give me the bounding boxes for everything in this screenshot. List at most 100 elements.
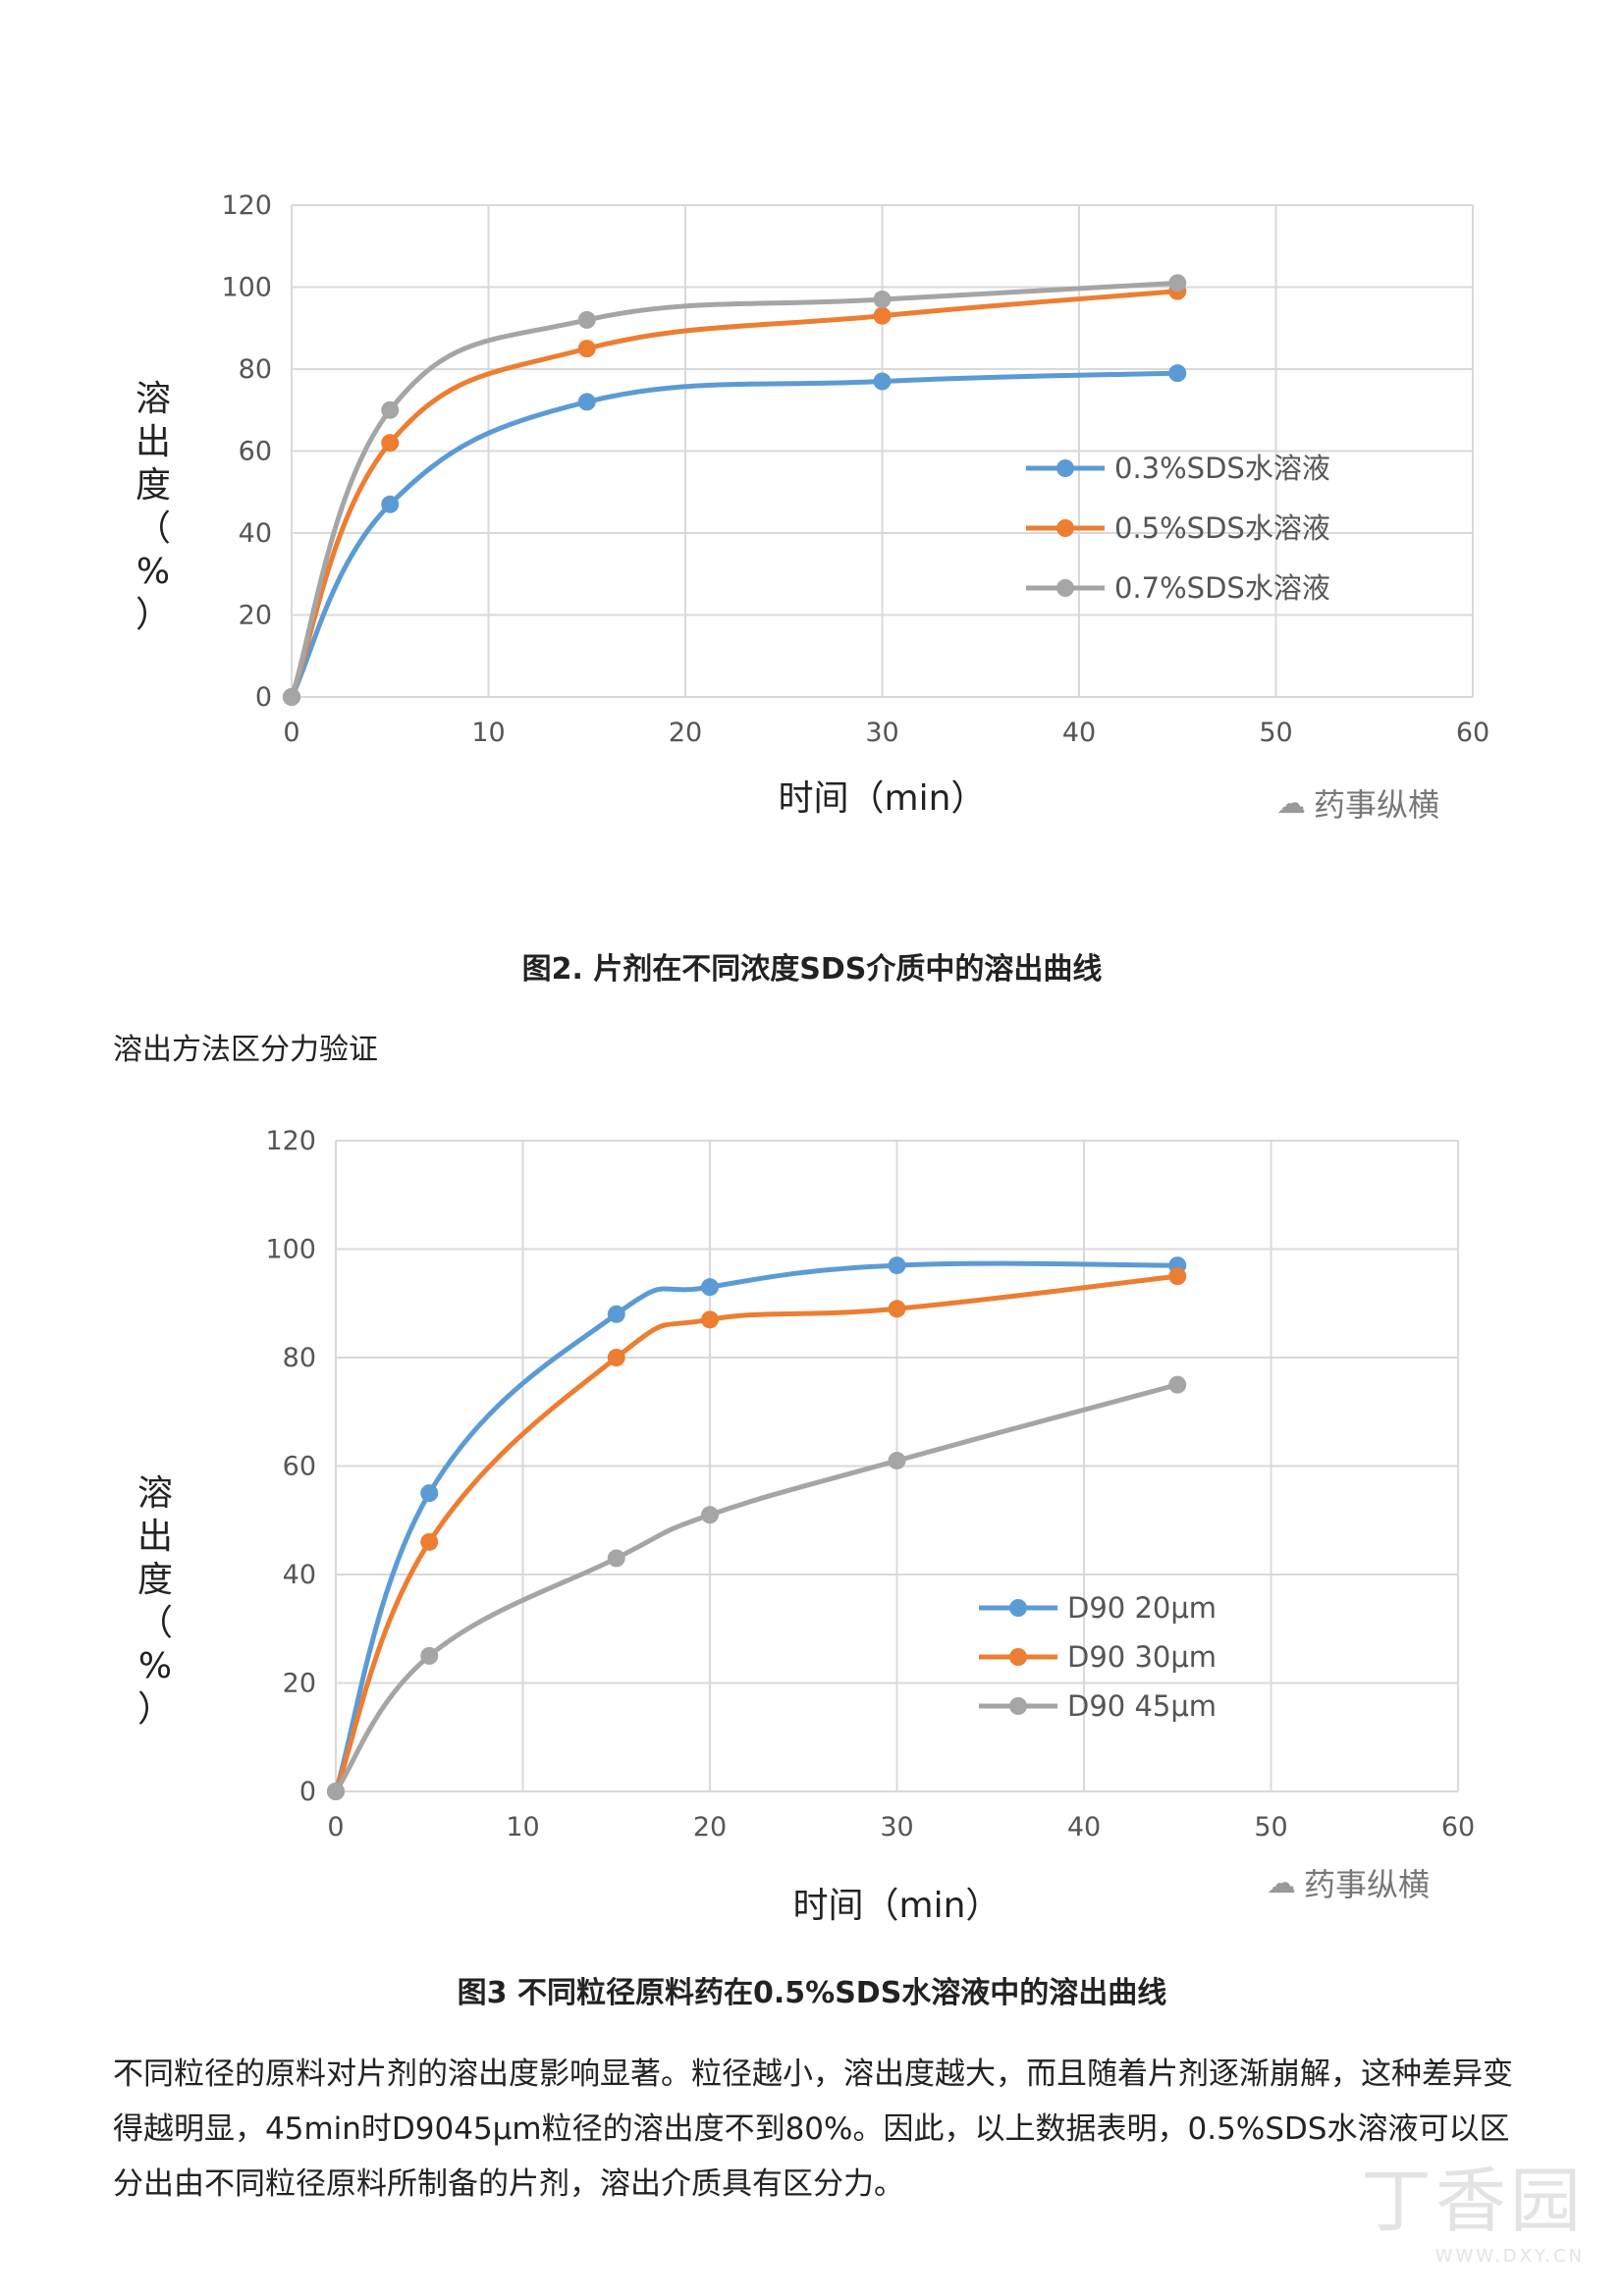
y-tick-label: 0 xyxy=(255,682,272,713)
data-point xyxy=(873,372,892,391)
data-point xyxy=(577,310,596,329)
series-line xyxy=(333,1382,1178,1793)
data-point xyxy=(873,291,892,309)
data-point xyxy=(1168,364,1187,383)
data-point xyxy=(1168,274,1187,293)
data-point xyxy=(701,1310,719,1329)
legend-marker xyxy=(1009,1648,1027,1666)
x-tick-label: 20 xyxy=(669,718,702,748)
legend-label: D90 45μm xyxy=(1067,1689,1217,1723)
data-point xyxy=(701,1506,719,1524)
data-point xyxy=(607,1305,625,1323)
section-heading: 溶出方法区分力验证 xyxy=(113,1033,378,1067)
y-tick-label: 0 xyxy=(299,1777,316,1807)
wechat-icon: ☁ xyxy=(1276,785,1306,821)
legend-marker xyxy=(1009,1599,1027,1617)
y-tick-label: 120 xyxy=(265,1126,316,1156)
data-point xyxy=(888,1451,906,1469)
x-tick-label: 20 xyxy=(693,1812,727,1842)
x-tick-label: 50 xyxy=(1254,1812,1287,1842)
chart1-y-axis-title: 溶出度（%） xyxy=(135,378,171,637)
x-tick-label: 50 xyxy=(1259,718,1292,748)
corner-watermark: 丁香园 WWW.DXY.CN xyxy=(1361,2143,1585,2267)
y-tick-label: 100 xyxy=(265,1235,316,1265)
x-tick-label: 10 xyxy=(506,1812,539,1842)
x-tick-label: 60 xyxy=(1441,1812,1475,1842)
y-tick-label: 80 xyxy=(283,1343,316,1373)
legend-label: D90 30μm xyxy=(1067,1640,1217,1674)
data-point xyxy=(327,1783,345,1800)
y-tick-label: 20 xyxy=(239,601,272,631)
y-axis-title-char: （ xyxy=(137,1603,174,1643)
y-tick-label: 20 xyxy=(283,1669,316,1699)
data-point xyxy=(888,1300,906,1318)
y-axis-title-char: ） xyxy=(137,1689,174,1730)
figure-2-caption: 图2. 片剂在不同浓度SDS介质中的溶出曲线 xyxy=(521,952,1103,987)
y-tick-label: 60 xyxy=(239,437,272,467)
dissolution-chart-particle-size: 0 20 40 60 80 100 120 0 10 20 30 40 50 60 D90 20μm D90 … xyxy=(265,1126,1475,1926)
corner-watermark-main: 丁香园 xyxy=(1360,2160,1585,2242)
x-axis-title: 时间（min） xyxy=(779,778,987,819)
y-axis-title-char: 溶 xyxy=(135,379,172,419)
chart2-y-axis-title: 溶出度（%） xyxy=(137,1472,173,1732)
x-tick-label: 30 xyxy=(880,1812,913,1842)
data-point xyxy=(381,434,400,453)
body-paragraph: 不同粒径的原料对片剂的溶出度影响显著。粒径越小，溶出度越大，而且随着片剂逐渐崩解… xyxy=(113,2056,1513,2202)
y-tick-label: 120 xyxy=(221,190,272,221)
legend-marker xyxy=(1009,1697,1027,1715)
data-point xyxy=(283,688,300,706)
chart2-watermark: ☁ 药事纵横 xyxy=(1267,1860,1430,1905)
x-tick-label: 40 xyxy=(1062,718,1096,748)
y-tick-label: 100 xyxy=(221,273,272,303)
y-tick-label: 40 xyxy=(239,518,272,549)
data-point xyxy=(607,1349,625,1366)
y-axis-title-char: % xyxy=(135,552,171,592)
y-axis-title-char: % xyxy=(137,1646,173,1686)
legend-marker xyxy=(1056,519,1074,537)
data-point xyxy=(607,1549,625,1568)
series-line xyxy=(289,370,1178,699)
data-point xyxy=(888,1256,906,1275)
y-tick-label: 40 xyxy=(283,1560,316,1590)
y-axis-title-char: 出 xyxy=(135,422,172,462)
y-axis-title-char: 度 xyxy=(135,465,172,506)
data-point xyxy=(1168,1267,1187,1286)
data-point xyxy=(420,1484,439,1503)
x-axis-title: 时间（min） xyxy=(793,1886,1001,1926)
x-tick-label: 40 xyxy=(1067,1812,1101,1842)
legend-label: D90 20μm xyxy=(1067,1591,1217,1625)
x-tick-label: 60 xyxy=(1456,718,1489,748)
series-line xyxy=(333,1260,1178,1792)
y-tick-label: 60 xyxy=(283,1452,316,1482)
data-point xyxy=(577,340,596,358)
data-point xyxy=(420,1646,439,1665)
dissolution-chart-sds: 0 20 40 60 80 100 120 0 10 20 30 40 50 60 0.3%SDS水溶液 0.… xyxy=(221,190,1489,819)
chart1-watermark: ☁ 药事纵横 xyxy=(1276,780,1439,826)
data-point xyxy=(701,1278,719,1297)
watermark-text: 药事纵横 xyxy=(1314,786,1440,824)
series-line xyxy=(289,289,1178,698)
data-point xyxy=(381,400,400,419)
legend-label: 0.7%SDS水溶液 xyxy=(1114,571,1330,605)
y-tick-label: 80 xyxy=(239,354,272,385)
watermark-text: 药事纵横 xyxy=(1304,1866,1431,1903)
y-axis-title-char: 溶 xyxy=(137,1473,174,1514)
y-axis-title-char: （ xyxy=(135,508,172,549)
corner-watermark-sub: WWW.DXY.CN xyxy=(1435,2246,1585,2267)
x-tick-label: 0 xyxy=(283,718,299,748)
data-point xyxy=(577,393,596,411)
legend-label: 0.3%SDS水溶液 xyxy=(1114,452,1330,485)
data-point xyxy=(873,306,892,325)
data-point xyxy=(1168,1375,1187,1394)
x-tick-label: 30 xyxy=(865,718,898,748)
figure-3-caption: 图3 不同粒径原料药在0.5%SDS水溶液中的溶出曲线 xyxy=(457,1976,1167,2010)
y-axis-title-char: 出 xyxy=(137,1517,174,1557)
data-point xyxy=(420,1532,439,1551)
y-axis-title-char: ） xyxy=(135,595,172,635)
y-axis-title-char: 度 xyxy=(137,1560,174,1600)
series-line xyxy=(333,1273,1178,1792)
data-point xyxy=(381,495,400,513)
x-tick-label: 10 xyxy=(471,718,505,748)
wechat-icon: ☁ xyxy=(1267,1865,1296,1900)
x-tick-label: 0 xyxy=(327,1812,344,1842)
